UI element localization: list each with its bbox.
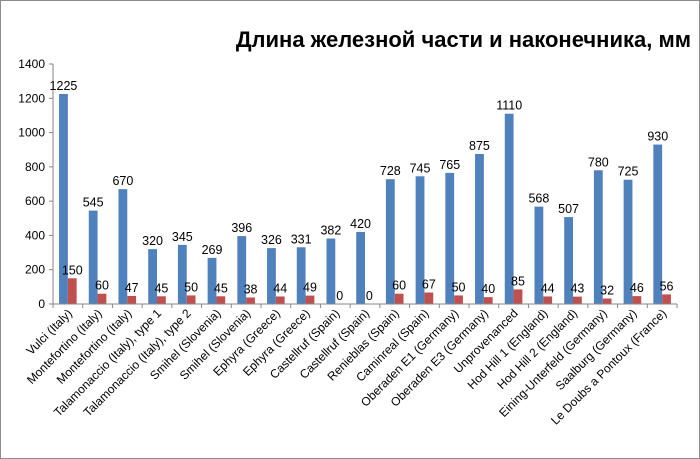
bar-series-1: [356, 232, 365, 304]
bar-series-1: [445, 172, 455, 304]
bar-series-2: [97, 293, 107, 304]
data-label-series-2: 85: [511, 274, 525, 288]
bar-series-1: [564, 217, 573, 304]
data-label-series-2: 32: [600, 284, 614, 298]
data-label-series-1: 765: [439, 158, 460, 172]
data-label-series-1: 1110: [496, 99, 522, 113]
data-label-series-1: 345: [172, 230, 193, 244]
y-tick-label: 0: [38, 297, 45, 311]
data-label-series-2: 67: [422, 278, 436, 292]
data-label-series-2: 150: [62, 263, 83, 277]
data-label-series-2: 0: [336, 289, 343, 303]
data-label-series-1: 507: [558, 202, 579, 216]
bar-series-2: [246, 297, 255, 304]
data-label-series-1: 320: [142, 234, 163, 248]
data-label-series-2: 44: [273, 281, 287, 295]
bar-series-1: [534, 206, 544, 304]
bar-series-1: [296, 247, 306, 304]
bar-series-2: [513, 289, 523, 304]
bar-series-2: [662, 294, 671, 304]
bar-series-1: [504, 113, 514, 304]
data-label-series-2: 38: [244, 282, 258, 296]
data-label-series-1: 670: [112, 174, 133, 188]
bar-series-2: [394, 293, 404, 304]
bar-series-2: [424, 292, 434, 304]
data-label-series-1: 382: [320, 224, 341, 238]
data-label-series-2: 46: [630, 281, 644, 295]
data-label-series-1: 269: [202, 243, 223, 257]
data-label-series-2: 43: [570, 282, 584, 296]
bar-series-2: [127, 295, 137, 304]
data-label-series-1: 420: [350, 217, 371, 231]
data-label-series-1: 568: [528, 192, 549, 206]
bar-series-2: [573, 296, 582, 304]
bars: [59, 94, 671, 304]
bar-series-1: [475, 154, 484, 304]
bar-series-2: [602, 298, 612, 304]
data-label-series-2: 50: [452, 280, 466, 294]
y-tick-label: 1000: [18, 126, 45, 140]
bar-series-2: [186, 295, 196, 304]
data-label-series-2: 50: [184, 280, 198, 294]
y-tick-label: 800: [25, 160, 45, 174]
data-label-series-1: 780: [588, 155, 609, 169]
bar-series-1: [415, 176, 425, 304]
data-label-series-1: 725: [618, 165, 639, 179]
bar-series-2: [216, 296, 226, 304]
bar-series-1: [623, 179, 633, 304]
bar-series-1: [326, 238, 336, 304]
bar-series-1: [385, 179, 395, 304]
data-label-series-2: 40: [481, 282, 495, 296]
bar-series-2: [157, 296, 166, 304]
data-label-series-2: 0: [366, 289, 373, 303]
bar-series-2: [543, 296, 553, 304]
bar-series-1: [59, 94, 68, 304]
data-label-series-2: 45: [154, 281, 168, 295]
x-axis: Vulci (Italy)Montefortino (Italy)Montefo…: [23, 303, 678, 427]
y-tick-label: 600: [25, 194, 45, 208]
y-axis: 0 200 400 600 800 1000 1200 1400: [18, 57, 54, 311]
data-label-series-2: 45: [214, 281, 228, 295]
bar-series-2: [454, 295, 463, 304]
data-label-series-1: 930: [647, 130, 668, 144]
chart-title: Длина железной части и наконечника, мм: [236, 27, 691, 52]
bar-series-2: [483, 297, 493, 304]
bar-series-1: [593, 170, 603, 304]
y-tick-label: 200: [25, 263, 45, 277]
data-label-series-2: 56: [660, 279, 674, 293]
y-tick-label: 400: [25, 228, 45, 242]
data-label-series-2: 60: [392, 279, 406, 293]
y-tick-label: 1400: [18, 57, 45, 71]
bar-series-1: [267, 248, 276, 304]
bar-series-2: [67, 278, 77, 304]
data-label-series-2: 60: [95, 279, 109, 293]
bar-series-1: [88, 210, 98, 304]
bar-series-1: [177, 244, 187, 304]
y-tick-label: 1200: [18, 91, 45, 105]
data-label-series-1: 745: [410, 161, 431, 175]
data-label-series-2: 49: [303, 281, 317, 295]
data-label-series-1: 326: [261, 233, 282, 247]
data-label-series-1: 331: [291, 232, 312, 246]
bar-series-1: [118, 189, 128, 304]
bar-series-1: [148, 249, 157, 304]
bar-series-2: [305, 295, 315, 304]
bar-series-1: [653, 144, 663, 304]
bar-series-1: [237, 236, 247, 304]
bar-series-2: [275, 296, 285, 304]
data-label-series-1: 396: [231, 221, 252, 235]
data-label-series-2: 44: [541, 281, 555, 295]
bar-series-1: [207, 257, 217, 304]
data-label-series-1: 545: [83, 196, 104, 210]
data-label-series-1: 875: [469, 139, 490, 153]
data-label-series-2: 47: [125, 281, 139, 295]
bar-series-2: [632, 296, 642, 304]
data-label-series-1: 728: [380, 164, 401, 178]
data-label-series-1: 1225: [50, 79, 78, 93]
